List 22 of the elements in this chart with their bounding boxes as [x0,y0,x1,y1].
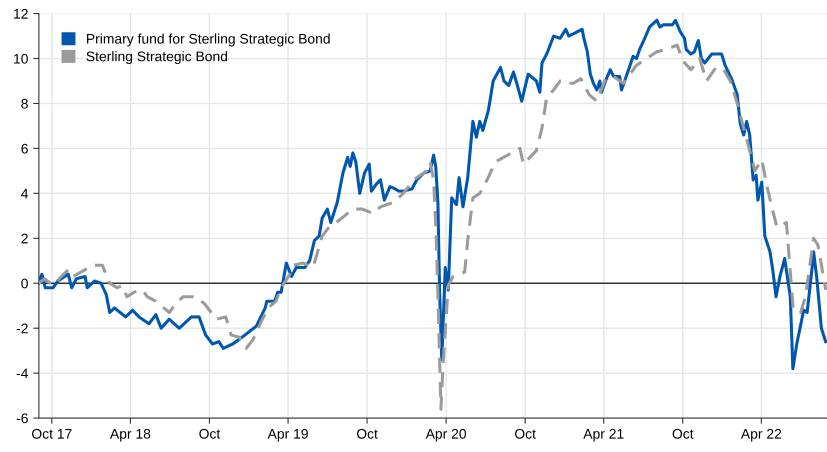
x-tick-label: Oct [356,428,378,439]
x-tick-label: Apr 20 [426,428,466,442]
y-tick-label: -2 [16,324,28,334]
x-tick-label: Apr 22 [740,428,782,442]
y-tick-label: 2 [21,234,28,244]
x-tick-label: Apr 21 [583,428,624,442]
y-tick-label: 6 [21,144,28,154]
x-tick-label: Oct [199,428,220,439]
y-tick-label: 10 [14,54,28,64]
y-tick-label: -6 [16,413,28,424]
x-tick-label: Apr 18 [110,428,150,442]
x-tick-label: Oct 17 [32,428,72,439]
y-tick-label: 0 [21,278,28,288]
y-tick-label: 8 [21,98,28,109]
x-tick-label: Apr 19 [268,428,308,442]
y-tick-label: -4 [16,368,28,378]
x-tick-label: Oct [672,428,694,439]
x-tick-label: Oct [514,428,536,439]
y-tick-label: 4 [21,188,28,198]
legend-label: Primary fund for Sterling Strategic Bond [87,33,330,46]
y-tick-label: 12 [14,8,28,19]
legend-label: Sterling Strategic Bond [86,51,228,64]
